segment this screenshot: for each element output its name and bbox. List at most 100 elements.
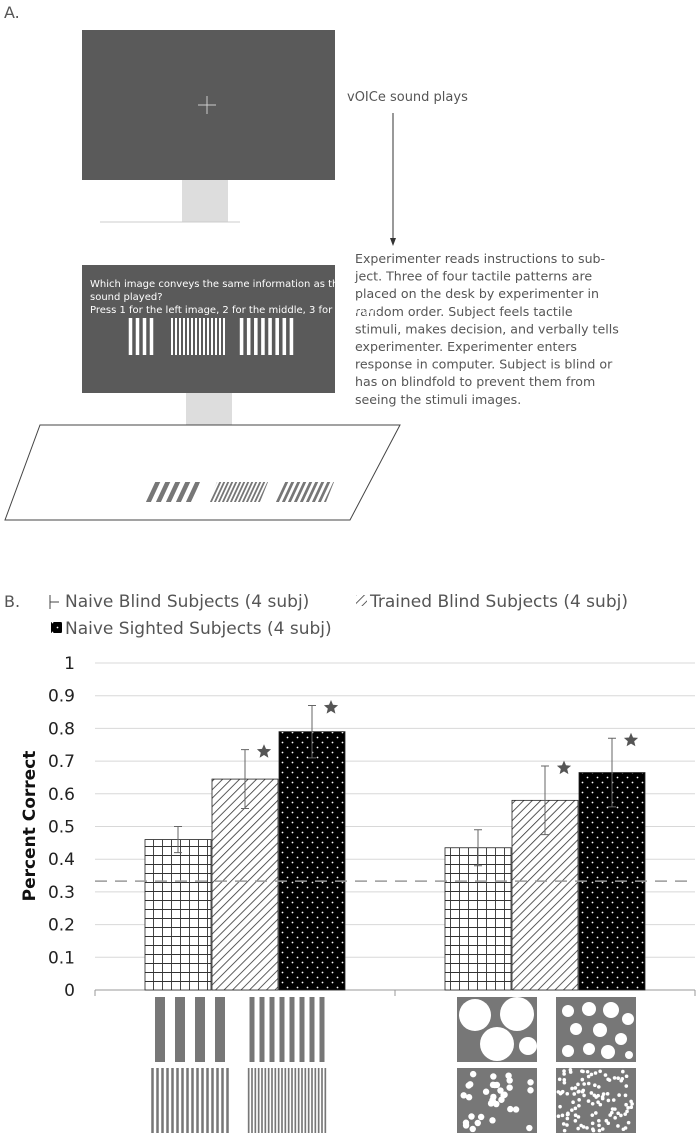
dot xyxy=(490,1073,497,1080)
chart: 0 0.1 0.2 0.3 0.4 0.5 0.6 0.7 0.8 0.9 1 Naive Blind… xyxy=(48,592,696,1001)
error-bar xyxy=(241,749,249,810)
stripe xyxy=(257,1068,260,1133)
stripe xyxy=(203,318,205,355)
panel-label: B. xyxy=(4,592,20,611)
instruction-line: has on blindfold to prevent them from xyxy=(355,374,595,389)
stripe xyxy=(311,1068,313,1133)
fixation-cross xyxy=(198,96,216,114)
dot xyxy=(507,1105,514,1113)
stripe xyxy=(186,1068,189,1133)
stripe xyxy=(171,1068,174,1133)
dot xyxy=(615,1033,627,1045)
dot xyxy=(577,1089,581,1094)
y-tick-label: 0.6 xyxy=(48,785,75,805)
stripe xyxy=(279,997,285,1062)
dot xyxy=(568,1068,573,1072)
stripe xyxy=(271,1068,273,1133)
stripe xyxy=(254,318,258,355)
dot xyxy=(597,1123,601,1128)
dot xyxy=(480,1027,514,1061)
stripe xyxy=(151,1068,154,1133)
y-axis-label: Percent Correct xyxy=(20,751,40,902)
dot xyxy=(489,1117,496,1124)
dot xyxy=(576,1126,580,1131)
dot xyxy=(570,1086,574,1091)
stripe xyxy=(166,1068,169,1133)
dot xyxy=(571,1100,575,1105)
dot xyxy=(482,1088,490,1095)
stripe xyxy=(223,318,225,355)
tactile-pattern xyxy=(209,482,268,502)
stripe xyxy=(176,1068,179,1133)
dot xyxy=(565,1123,569,1127)
stripe xyxy=(215,318,217,355)
instruction-line: experimenter. Experimenter enters xyxy=(355,339,577,354)
dot xyxy=(606,1098,611,1103)
dot xyxy=(573,1106,578,1111)
dot xyxy=(594,1095,598,1099)
stripe xyxy=(282,318,287,355)
dot xyxy=(583,1043,595,1055)
stripe xyxy=(179,318,181,355)
dot xyxy=(580,1077,585,1082)
dot xyxy=(613,1116,617,1120)
stripe xyxy=(269,997,275,1062)
dot xyxy=(465,1094,473,1101)
monitor-stand xyxy=(182,180,228,222)
stripe xyxy=(324,1068,327,1133)
error-bar xyxy=(541,765,549,836)
dot xyxy=(593,1083,597,1087)
dot xyxy=(586,1099,591,1103)
significance-star xyxy=(556,760,572,775)
stimulus-bg xyxy=(556,1068,636,1133)
dot xyxy=(623,1093,628,1098)
stripe xyxy=(291,1068,293,1133)
dot xyxy=(582,1002,596,1016)
dot xyxy=(593,1071,598,1075)
stripe xyxy=(314,1068,317,1133)
dot xyxy=(581,1069,585,1074)
dot xyxy=(611,1098,616,1102)
stripe xyxy=(317,1068,320,1133)
dot xyxy=(598,1102,603,1107)
dot xyxy=(624,1084,629,1088)
dot xyxy=(556,1114,561,1119)
error-bar xyxy=(474,829,482,867)
y-tick-label: 0.4 xyxy=(48,850,75,870)
dot xyxy=(594,1111,598,1115)
dot xyxy=(527,1079,534,1086)
dot xyxy=(586,1081,591,1086)
dot xyxy=(610,1110,614,1115)
dot xyxy=(582,1082,586,1086)
instruction-line: random order. Subject feels tactile xyxy=(355,304,573,319)
dot xyxy=(590,1101,595,1106)
dot xyxy=(573,1086,578,1090)
dot xyxy=(590,1121,595,1126)
dot xyxy=(557,1077,562,1082)
stripe xyxy=(275,318,279,355)
dot xyxy=(497,1087,504,1094)
instruction-line: ject. Three of four tactile patterns are xyxy=(354,269,592,284)
y-tick-label: 0.5 xyxy=(48,818,75,838)
stripe xyxy=(261,318,265,355)
dot xyxy=(585,1126,589,1130)
dot xyxy=(626,1120,631,1125)
stripe xyxy=(294,1068,297,1133)
dot xyxy=(621,1069,625,1074)
sound-text: vOICe sound plays xyxy=(347,90,468,105)
stripe xyxy=(199,318,201,355)
stripe xyxy=(219,318,221,355)
stripe xyxy=(216,1068,219,1133)
stripe xyxy=(304,1068,307,1133)
dot xyxy=(560,1113,565,1118)
stripe xyxy=(211,1068,214,1133)
dot xyxy=(597,1119,601,1123)
bar xyxy=(578,772,646,991)
screen-line: Which image conveys the same information… xyxy=(90,279,345,290)
stripe xyxy=(175,997,185,1062)
dot xyxy=(562,1005,574,1017)
dot xyxy=(596,1100,600,1104)
stripe xyxy=(289,997,295,1062)
y-tick-label: 0 xyxy=(64,981,75,1001)
dot xyxy=(467,1081,474,1088)
